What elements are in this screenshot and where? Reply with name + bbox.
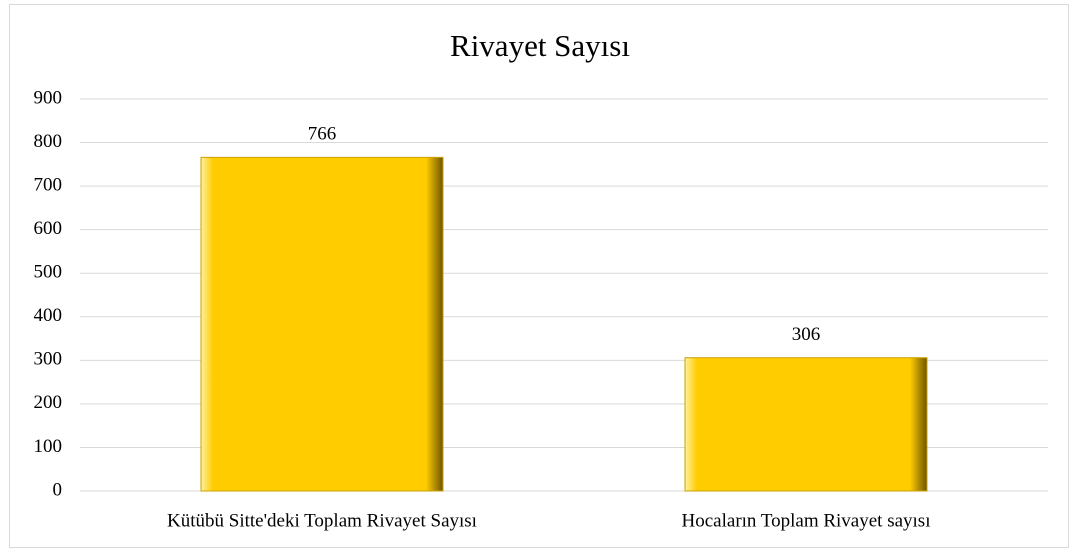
y-tick-label: 900 [34,87,63,108]
y-tick-label: 0 [53,479,63,500]
y-tick-label: 200 [34,392,63,413]
value-label: 766 [308,124,337,145]
y-tick-label: 600 [34,218,63,239]
y-tick-label: 500 [34,262,63,283]
y-tick-label: 700 [34,174,63,195]
y-tick-label: 800 [34,131,63,152]
value-label: 306 [792,324,821,345]
chart-title: Rivayet Sayısı [450,28,630,63]
x-tick-label: Kütübü Sitte'deki Toplam Rivayet Sayısı [167,510,477,531]
y-tick-label: 400 [34,305,63,326]
y-tick-label: 100 [34,436,63,457]
y-tick-label: 300 [34,349,63,370]
bar [684,357,928,492]
x-tick-label: Hocaların Toplam Rivayet sayısı [682,510,931,531]
bar [200,156,444,492]
